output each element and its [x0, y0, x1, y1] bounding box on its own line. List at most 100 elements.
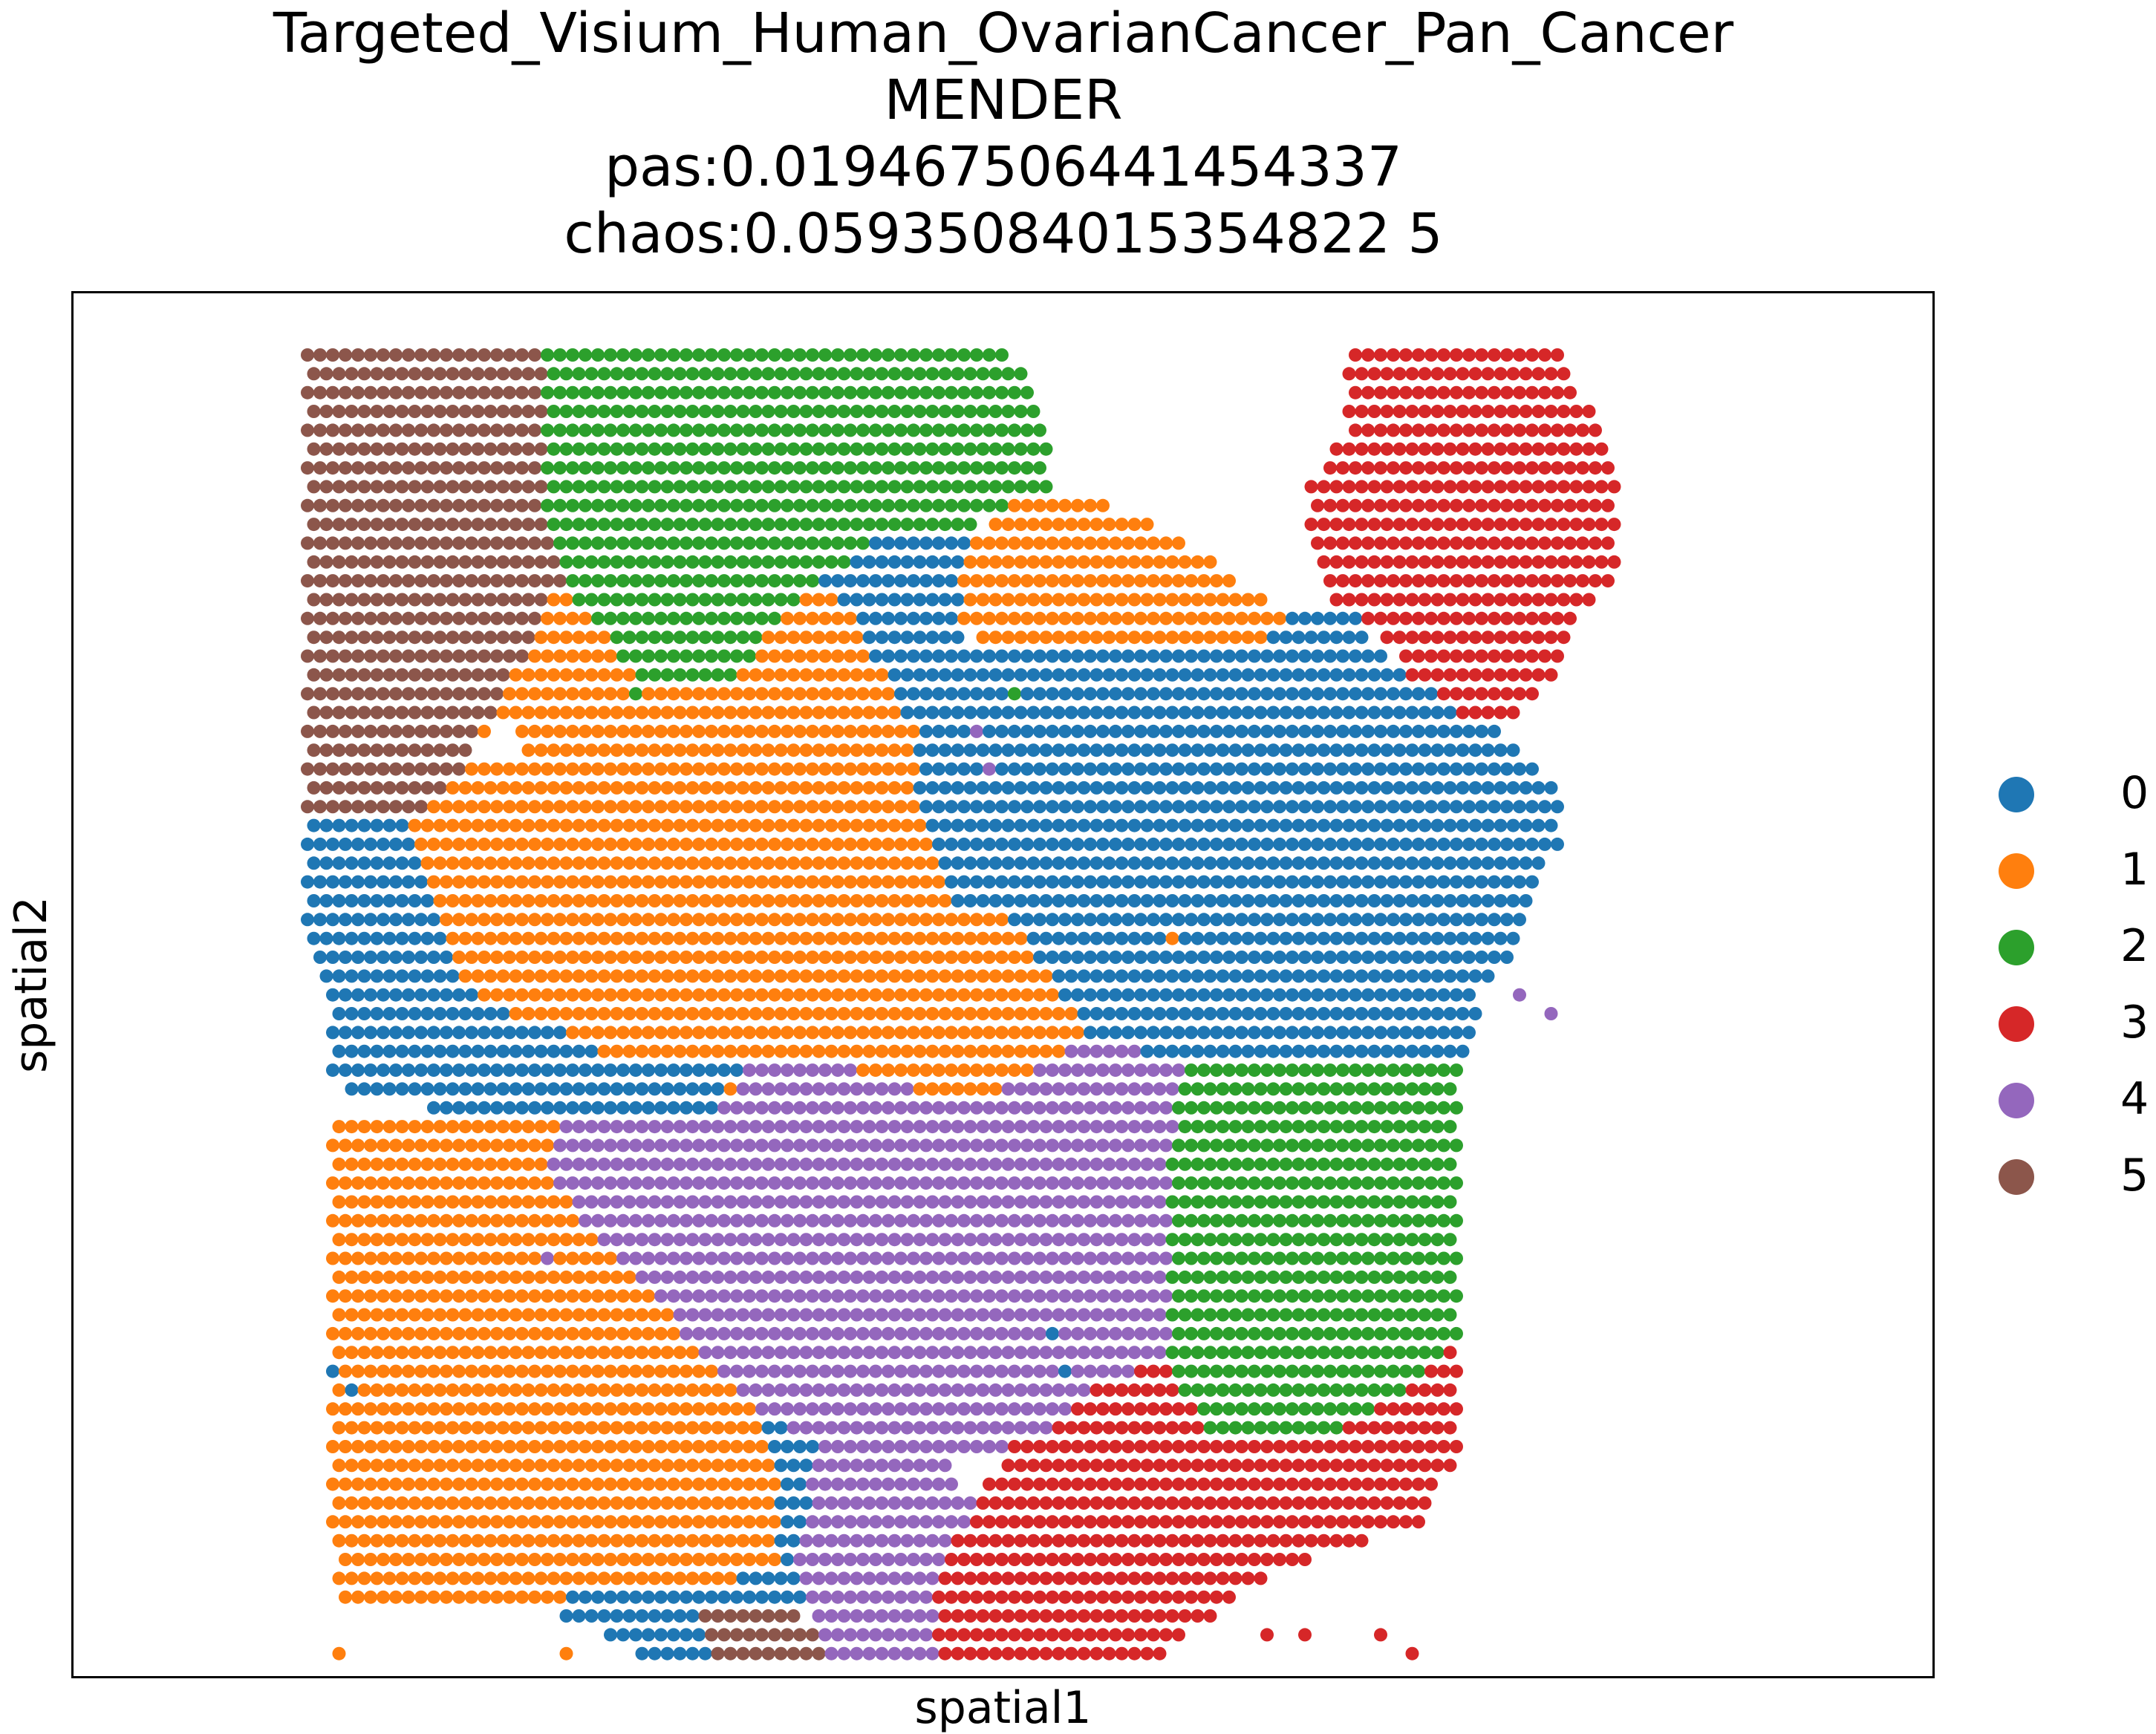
- spot-cluster-1: [490, 762, 504, 776]
- spot-cluster-1: [900, 743, 914, 757]
- spot-cluster-1: [465, 1138, 478, 1153]
- spot-cluster-2: [774, 442, 788, 456]
- spot-cluster-2: [755, 461, 769, 475]
- spot-cluster-2: [680, 461, 693, 475]
- spot-cluster-2: [1178, 1082, 1192, 1096]
- spot-cluster-2: [1405, 1308, 1419, 1322]
- spot-cluster-1: [483, 1233, 498, 1247]
- spot-cluster-1: [1172, 536, 1185, 550]
- spot-cluster-2: [635, 442, 649, 456]
- spot-cluster-5: [433, 442, 447, 456]
- spot-cluster-1: [622, 1044, 636, 1058]
- spot-cluster-1: [440, 1364, 453, 1378]
- spot-cluster-2: [711, 442, 725, 456]
- spot-cluster-1: [496, 894, 510, 907]
- spot-cluster-4: [824, 1082, 838, 1096]
- spot-cluster-4: [1140, 1233, 1154, 1247]
- spot-cluster-5: [496, 442, 510, 456]
- spot-cluster-1: [781, 687, 794, 701]
- spot-cluster-2: [1380, 1346, 1394, 1360]
- spot-cluster-4: [1090, 1233, 1104, 1247]
- spot-cluster-0: [1450, 875, 1463, 889]
- spot-cluster-1: [1248, 611, 1261, 625]
- spot-cluster-4: [862, 1270, 876, 1284]
- spot-cluster-2: [591, 536, 605, 550]
- spot-cluster-2: [1317, 1270, 1331, 1284]
- spot-cluster-4: [1090, 1044, 1104, 1058]
- spot-cluster-1: [951, 969, 965, 983]
- spot-cluster-0: [377, 988, 390, 1002]
- spot-cluster-2: [1355, 1195, 1369, 1209]
- spot-cluster-0: [1323, 762, 1337, 776]
- spot-cluster-2: [736, 442, 750, 456]
- spot-cluster-2: [1443, 1157, 1457, 1171]
- spot-cluster-5: [433, 668, 447, 682]
- spot-cluster-2: [938, 442, 952, 456]
- spot-cluster-0: [1140, 818, 1154, 832]
- spot-cluster-2: [774, 555, 788, 569]
- spot-cluster-2: [1329, 1346, 1344, 1360]
- spot-cluster-0: [932, 724, 945, 738]
- spot-cluster-4: [882, 1101, 895, 1115]
- spot-cluster-0: [1001, 894, 1015, 907]
- spot-cluster-0: [1140, 705, 1154, 720]
- spot-cluster-2: [1026, 442, 1040, 456]
- spot-cluster-1: [818, 724, 832, 738]
- spot-cluster-2: [692, 385, 706, 400]
- spot-cluster-0: [1367, 743, 1381, 757]
- spot-cluster-1: [642, 762, 655, 776]
- spot-cluster-4: [1077, 1157, 1091, 1171]
- spot-cluster-0: [1026, 705, 1040, 720]
- spot-cluster-5: [364, 385, 377, 400]
- spot-cluster-5: [509, 442, 523, 456]
- spot-cluster-1: [541, 1176, 554, 1190]
- spot-cluster-2: [616, 461, 630, 475]
- spot-cluster-0: [357, 1044, 371, 1058]
- spot-cluster-4: [1096, 1213, 1110, 1228]
- spot-cluster-3: [1405, 630, 1419, 645]
- spot-cluster-3: [1601, 536, 1615, 550]
- spot-cluster-5: [389, 574, 403, 588]
- spot-cluster-5: [515, 498, 529, 512]
- spot-cluster-3: [1595, 518, 1609, 532]
- spot-cluster-2: [1203, 1157, 1217, 1171]
- spot-cluster-4: [572, 1157, 586, 1171]
- spot-cluster-0: [1102, 668, 1116, 682]
- spot-cluster-3: [1437, 461, 1450, 475]
- spot-cluster-1: [761, 630, 775, 645]
- spot-cluster-4: [774, 1195, 788, 1209]
- spot-cluster-5: [395, 367, 409, 381]
- spot-cluster-4: [862, 1308, 876, 1322]
- spot-cluster-2: [1203, 1346, 1217, 1360]
- spot-cluster-0: [1374, 649, 1387, 663]
- spot-cluster-0: [1298, 800, 1312, 814]
- spot-cluster-2: [1178, 1270, 1192, 1284]
- spot-cluster-2: [673, 367, 687, 381]
- spot-cluster-3: [1380, 555, 1394, 569]
- spot-cluster-2: [913, 442, 927, 456]
- spot-cluster-3: [1519, 480, 1533, 494]
- spot-cluster-0: [1185, 649, 1198, 663]
- spot-cluster-5: [471, 593, 485, 607]
- spot-cluster-0: [938, 818, 952, 832]
- spot-cluster-0: [1317, 668, 1331, 682]
- spot-cluster-0: [1178, 1044, 1192, 1058]
- spot-cluster-1: [1210, 611, 1223, 625]
- spot-cluster-1: [768, 649, 781, 663]
- spot-cluster-0: [882, 611, 895, 625]
- spot-cluster-3: [1380, 405, 1394, 418]
- spot-cluster-2: [970, 385, 983, 400]
- spot-cluster-1: [685, 856, 700, 870]
- spot-cluster-1: [862, 1044, 876, 1058]
- spot-cluster-1: [1165, 555, 1179, 569]
- spot-cluster-0: [1147, 1026, 1160, 1040]
- spot-cluster-2: [862, 405, 876, 418]
- spot-cluster-4: [685, 1195, 700, 1209]
- spot-cluster-1: [812, 969, 826, 983]
- spot-cluster-0: [1071, 762, 1084, 776]
- spot-cluster-5: [521, 367, 535, 381]
- spot-cluster-5: [465, 536, 478, 550]
- spot-cluster-0: [339, 951, 352, 964]
- spot-cluster-4: [888, 1270, 902, 1284]
- spot-cluster-0: [1241, 931, 1255, 945]
